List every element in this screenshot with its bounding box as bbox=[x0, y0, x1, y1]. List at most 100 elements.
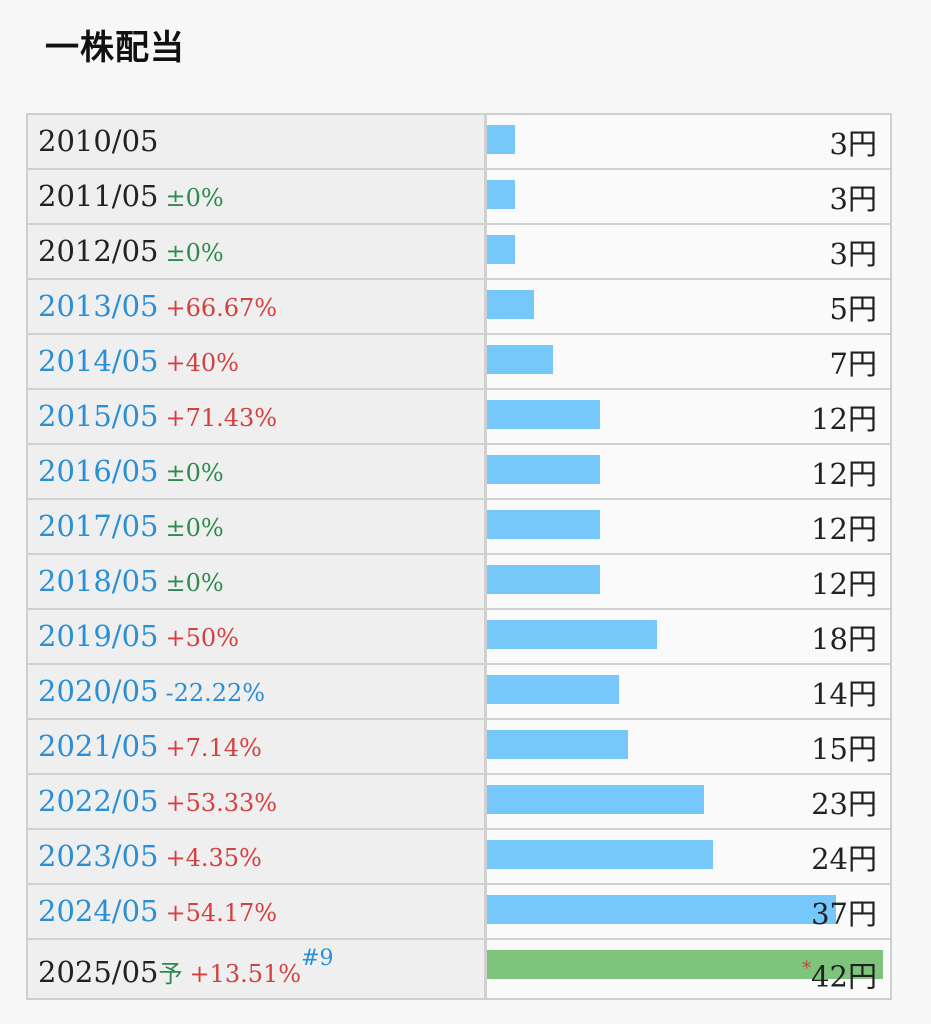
value-label: 3円 bbox=[830, 170, 877, 229]
period-cell: 2013/05 +66.67% bbox=[28, 280, 487, 333]
period-label: 2021/05 bbox=[38, 729, 159, 763]
value-label: *42円 bbox=[802, 940, 877, 1008]
table-row: 2012/05 ±0% 3円 bbox=[28, 225, 890, 280]
dividend-bar bbox=[487, 510, 600, 539]
bar-cell: 37円 bbox=[487, 885, 890, 938]
value-label: 3円 bbox=[830, 225, 877, 284]
value-unit: 円 bbox=[847, 127, 877, 161]
period-label: 2022/05 bbox=[38, 784, 159, 818]
value-unit: 円 bbox=[847, 677, 877, 711]
period-cell: 2025/05予 +13.51%#9 bbox=[28, 940, 487, 998]
value-number: 24 bbox=[811, 842, 848, 876]
table-row: 2011/05 ±0% 3円 bbox=[28, 170, 890, 225]
value-unit: 円 bbox=[847, 347, 877, 381]
dividend-bar bbox=[487, 455, 600, 484]
bar-cell: 18円 bbox=[487, 610, 890, 663]
period-label: 2018/05 bbox=[38, 564, 159, 598]
bar-cell: 3円 bbox=[487, 170, 890, 223]
value-label: 18円 bbox=[811, 610, 877, 669]
value-label: 12円 bbox=[811, 445, 877, 504]
value-unit: 円 bbox=[847, 567, 877, 601]
value-unit: 円 bbox=[847, 959, 877, 994]
table-row: 2021/05 +7.14% 15円 bbox=[28, 720, 890, 775]
dividend-bar bbox=[487, 235, 515, 264]
table-row: 2022/05 +53.33% 23円 bbox=[28, 775, 890, 830]
value-label: 12円 bbox=[811, 555, 877, 614]
bar-cell: 14円 bbox=[487, 665, 890, 718]
period-cell: 2016/05 ±0% bbox=[28, 445, 487, 498]
period-cell: 2015/05 +71.43% bbox=[28, 390, 487, 443]
table-row: 2010/05 3円 bbox=[28, 115, 890, 170]
asterisk-mark: * bbox=[802, 958, 812, 979]
period-label: 2015/05 bbox=[38, 399, 159, 433]
dividend-bar bbox=[487, 565, 600, 594]
period-label: 2024/05 bbox=[38, 894, 159, 928]
value-number: 23 bbox=[811, 787, 848, 821]
bar-cell: 23円 bbox=[487, 775, 890, 828]
change-label: +40% bbox=[165, 349, 239, 377]
table-row: 2013/05 +66.67% 5円 bbox=[28, 280, 890, 335]
table-row: 2018/05 ±0% 12円 bbox=[28, 555, 890, 610]
note-link[interactable]: #9 bbox=[301, 946, 334, 972]
value-unit: 円 bbox=[847, 402, 877, 436]
value-number: 12 bbox=[811, 512, 848, 546]
value-label: 14円 bbox=[811, 665, 877, 724]
value-number: 5 bbox=[829, 292, 848, 326]
change-label: +7.14% bbox=[165, 734, 262, 762]
value-number: 7 bbox=[829, 347, 848, 381]
value-unit: 円 bbox=[847, 732, 877, 766]
value-number: 15 bbox=[811, 732, 848, 766]
period-label: 2020/05 bbox=[38, 674, 159, 708]
value-unit: 円 bbox=[847, 787, 877, 821]
period-cell: 2019/05 +50% bbox=[28, 610, 487, 663]
value-label: 23円 bbox=[811, 775, 877, 834]
value-label: 7円 bbox=[830, 335, 877, 394]
period-label: 2025/05 bbox=[38, 955, 159, 989]
change-label: ±0% bbox=[165, 184, 224, 212]
change-label: +54.17% bbox=[165, 899, 278, 927]
value-label: 3円 bbox=[830, 115, 877, 174]
table-row: 2015/05 +71.43% 12円 bbox=[28, 390, 890, 445]
bar-cell: 24円 bbox=[487, 830, 890, 883]
change-label: +50% bbox=[165, 624, 239, 652]
bar-cell: 7円 bbox=[487, 335, 890, 388]
forecast-mark: 予 bbox=[158, 960, 183, 988]
table-row: 2014/05 +40% 7円 bbox=[28, 335, 890, 390]
value-number: 14 bbox=[811, 677, 848, 711]
change-label: ±0% bbox=[165, 459, 224, 487]
value-unit: 円 bbox=[847, 897, 877, 931]
bar-cell: 12円 bbox=[487, 390, 890, 443]
change-label: ±0% bbox=[165, 239, 224, 267]
dividend-bar bbox=[487, 125, 515, 154]
change-label: ±0% bbox=[165, 569, 224, 597]
change-label: +4.35% bbox=[165, 844, 262, 872]
change-label: +53.33% bbox=[165, 789, 278, 817]
dividend-table: 2010/05 3円 2011/05 ±0% 3円 2012/05 ±0% 3円 2013/05… bbox=[26, 113, 892, 1000]
period-cell: 2018/05 ±0% bbox=[28, 555, 487, 608]
dividend-bar bbox=[487, 840, 713, 869]
value-number: 18 bbox=[811, 622, 848, 656]
period-label: 2023/05 bbox=[38, 839, 159, 873]
bar-cell: 15円 bbox=[487, 720, 890, 773]
bar-cell: 3円 bbox=[487, 225, 890, 278]
period-cell: 2023/05 +4.35% bbox=[28, 830, 487, 883]
dividend-bar bbox=[487, 950, 883, 979]
value-unit: 円 bbox=[847, 622, 877, 656]
table-row: 2024/05 +54.17% 37円 bbox=[28, 885, 890, 940]
value-number: 3 bbox=[829, 237, 848, 271]
value-number: 12 bbox=[811, 402, 848, 436]
dividend-bar bbox=[487, 730, 628, 759]
period-label: 2017/05 bbox=[38, 509, 159, 543]
dividend-bar bbox=[487, 400, 600, 429]
value-label: 37円 bbox=[811, 885, 877, 944]
dividend-bar bbox=[487, 620, 657, 649]
period-cell: 2020/05 -22.22% bbox=[28, 665, 487, 718]
bar-cell: 12円 bbox=[487, 500, 890, 553]
period-cell: 2017/05 ±0% bbox=[28, 500, 487, 553]
table-row: 2016/05 ±0% 12円 bbox=[28, 445, 890, 500]
change-label: -22.22% bbox=[165, 679, 266, 707]
value-unit: 円 bbox=[847, 842, 877, 876]
value-label: 15円 bbox=[811, 720, 877, 779]
period-cell: 2011/05 ±0% bbox=[28, 170, 487, 223]
